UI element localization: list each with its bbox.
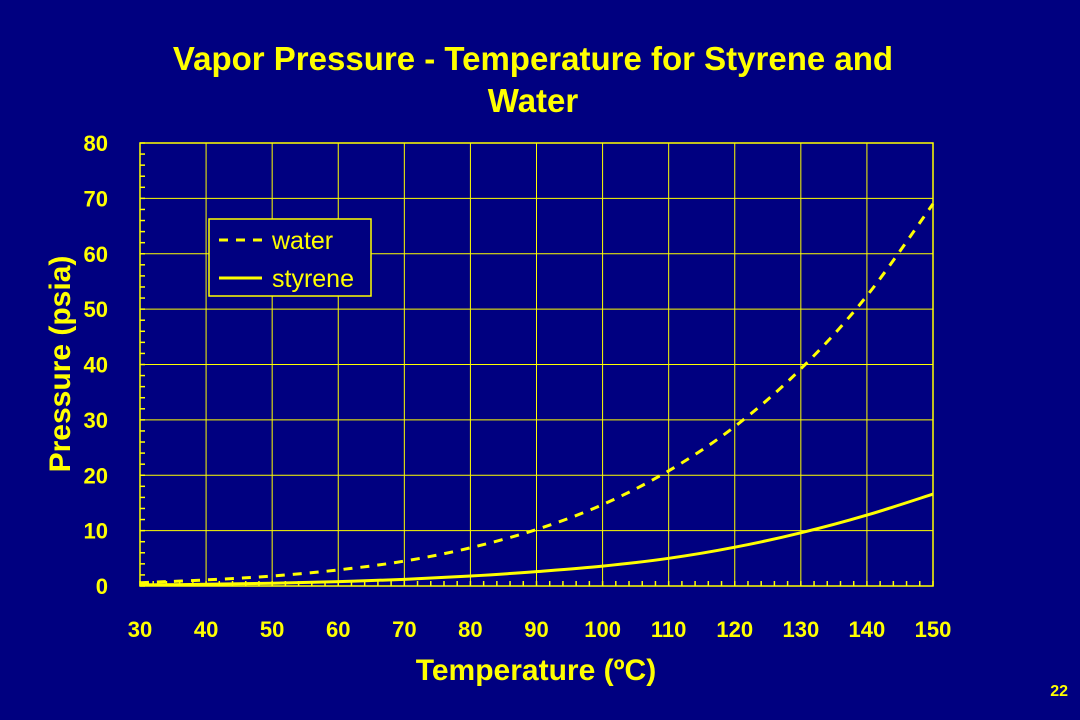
y-tick-label-70: 70 [84,186,108,211]
x-tick-labels: 30 40 50 60 70 80 90 100 110 120 130 140 150 [128,617,952,642]
series-line-styrene [139,492,934,587]
x-tick-label-40: 40 [194,617,218,642]
y-tick-label-10: 10 [84,519,108,544]
y-axis-title: Pressure (psia) [44,256,77,473]
x-tick-label-70: 70 [392,617,416,642]
x-tick-label-50: 50 [260,617,284,642]
x-tick-label-80: 80 [458,617,482,642]
x-tick-label-60: 60 [326,617,350,642]
x-tick-label-90: 90 [524,617,548,642]
x-tick-label-120: 120 [716,617,753,642]
plot-area-frame [139,142,934,587]
legend-box [208,218,372,297]
slide-number: 22 [1050,683,1068,700]
x-tick-label-100: 100 [584,617,621,642]
chart-title-line-1: Vapor Pressure - Temperature for Styrene… [173,40,893,77]
x-tick-label-110: 110 [651,617,687,642]
series-line-water [139,203,935,585]
x-tick-label-140: 140 [849,617,886,642]
x-tick-label-30: 30 [128,617,152,642]
y-tick-label-50: 50 [84,297,108,322]
gridlines [139,142,934,587]
y-tick-labels: 0 10 20 30 40 50 60 70 80 [84,131,108,599]
chart-title-line-2: Water [488,82,579,119]
x-tick-label-130: 130 [782,617,819,642]
y-tick-label-60: 60 [84,242,108,267]
x-axis-title: Temperature (ºC) [416,654,656,687]
y-tick-label-30: 30 [84,408,108,433]
y-tick-label-40: 40 [84,353,108,378]
y-tick-label-0: 0 [96,574,108,599]
y-tick-label-20: 20 [84,463,108,488]
legend: water styrene [208,218,372,297]
y-tick-label-80: 80 [84,131,108,156]
legend-label-styrene: styrene [272,265,354,293]
legend-label-water: water [271,227,333,255]
series-layer [139,203,935,587]
x-tick-label-150: 150 [915,617,952,642]
